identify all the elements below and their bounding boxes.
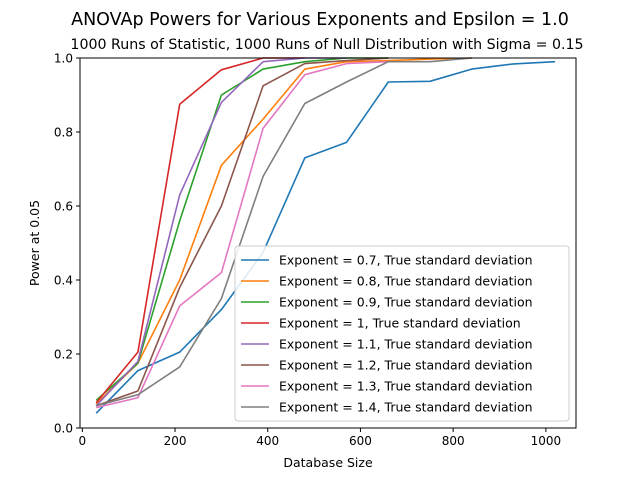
legend-label-5: Exponent = 1.1, True standard deviation [279,337,533,352]
y-tick-label: 0.0 [54,422,73,436]
y-tick-label: 0.2 [54,348,73,362]
legend-label-1: Exponent = 0.7, True standard deviation [279,253,533,268]
plot-frame [79,57,577,429]
x-axis-label: Database Size [283,455,373,470]
x-tick-label: 1000 [531,434,562,448]
x-tick-label: 800 [442,434,465,448]
y-tick-label: 1.0 [54,52,73,66]
chart-title: ANOVAp Powers for Various Exponents and … [71,10,569,30]
legend-label-4: Exponent = 1, True standard deviation [279,316,521,331]
chart-subtitle: 1000 Runs of Statistic, 1000 Runs of Nul… [70,37,583,53]
legend-label-6: Exponent = 1.2, True standard deviation [279,358,533,373]
legend: Exponent = 0.7, True standard deviation E… [234,245,570,422]
x-tick-label: 200 [164,434,187,448]
y-tick-label: 0.4 [54,274,73,288]
series-line-7 [96,60,389,409]
x-tick-label: 600 [349,434,372,448]
x-tick-label: 0 [78,434,86,448]
x-axis-ticks: 0 200 400 600 800 1000 [78,428,561,448]
series-line-8 [95,57,472,407]
legend-box [234,245,570,422]
legend-label-8: Exponent = 1.4, True standard deviation [279,400,533,415]
y-axis-label: Power at 0.05 [27,200,42,286]
series-layer [95,57,556,414]
x-tick-label: 400 [256,434,279,448]
y-tick-label: 0.6 [54,200,73,214]
legend-label-2: Exponent = 0.8, True standard deviation [279,274,533,289]
series-line-1 [95,60,556,414]
y-tick-label: 0.8 [54,126,73,140]
legend-label-7: Exponent = 1.3, True standard deviation [279,379,533,394]
y-axis-ticks: 0.0 0.2 0.4 0.6 0.8 1.0 [54,52,80,436]
series-line-2 [95,57,472,405]
series-line-6 [95,57,389,407]
legend-label-3: Exponent = 0.9, True standard deviation [279,295,533,310]
